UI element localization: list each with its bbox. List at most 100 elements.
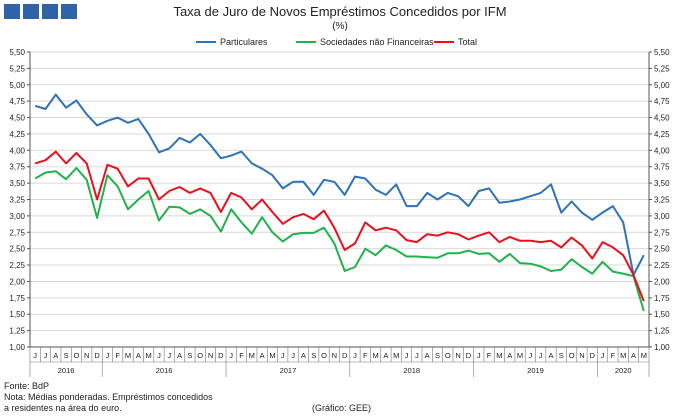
series-line-total — [34, 150, 645, 302]
month-label: J — [539, 351, 543, 360]
month-label: J — [44, 351, 48, 360]
y-tick-label-left: 4,75 — [9, 97, 25, 106]
year-label: 2016 — [58, 366, 75, 375]
methodology-note-line2: a residentes na área do euro. — [4, 403, 122, 413]
month-label: J — [477, 351, 481, 360]
month-label: M — [125, 351, 131, 360]
series-line-particulares — [34, 93, 645, 276]
y-tick-label-right: 2,75 — [654, 228, 670, 237]
y-tick-label-left: 3,25 — [9, 196, 25, 205]
month-label: J — [601, 351, 605, 360]
y-tick-label-left: 3,00 — [9, 212, 25, 221]
y-tick-label-left: 2,75 — [9, 228, 25, 237]
month-label: S — [187, 351, 192, 360]
month-label: N — [579, 351, 584, 360]
month-label: S — [311, 351, 316, 360]
y-tick-label-right: 4,00 — [654, 146, 670, 155]
y-tick-label-left: 4,50 — [9, 114, 25, 123]
y-tick-label-left: 5,50 — [9, 48, 25, 57]
month-label: O — [197, 351, 203, 360]
chart-title: Taxa de Juro de Novos Empréstimos Conced… — [173, 4, 507, 19]
month-label: F — [239, 351, 244, 360]
month-label: A — [548, 351, 553, 360]
month-label: D — [218, 351, 224, 360]
y-tick-label-left: 1,75 — [9, 294, 25, 303]
y-tick-label-left: 2,50 — [9, 245, 25, 254]
month-label: O — [74, 351, 80, 360]
month-label: J — [33, 351, 37, 360]
month-label: O — [445, 351, 451, 360]
y-tick-label-right: 5,50 — [654, 48, 670, 57]
month-label: F — [363, 351, 368, 360]
month-label: N — [84, 351, 89, 360]
month-label: M — [641, 351, 647, 360]
y-tick-label-right: 1,00 — [654, 343, 670, 352]
month-label: D — [94, 351, 100, 360]
month-label: N — [208, 351, 213, 360]
month-label: M — [393, 351, 399, 360]
month-label: A — [631, 351, 636, 360]
month-label: A — [507, 351, 512, 360]
month-label: D — [590, 351, 596, 360]
y-tick-label-left: 2,00 — [9, 277, 25, 286]
y-tick-label-right: 1,75 — [654, 294, 670, 303]
y-tick-label-left: 4,00 — [9, 146, 25, 155]
legend-label-total: Total — [458, 37, 477, 47]
month-label: J — [157, 351, 161, 360]
y-tick-label-left: 3,75 — [9, 163, 25, 172]
y-tick-label-left: 1,25 — [9, 327, 25, 336]
month-label: O — [321, 351, 327, 360]
y-tick-label-right: 2,00 — [654, 277, 670, 286]
y-tick-label-left: 4,25 — [9, 130, 25, 139]
month-label: M — [517, 351, 523, 360]
y-tick-label-right: 5,25 — [654, 64, 670, 73]
y-tick-label-right: 3,25 — [654, 196, 670, 205]
y-tick-label-right: 1,25 — [654, 327, 670, 336]
month-label: A — [177, 351, 182, 360]
month-label: J — [106, 351, 110, 360]
source-note: Fonte: BdP — [4, 381, 50, 391]
month-label: M — [249, 351, 255, 360]
month-label: S — [64, 351, 69, 360]
series-line-sociedades — [34, 167, 645, 312]
y-tick-label-left: 5,00 — [9, 81, 25, 90]
month-label: J — [528, 351, 532, 360]
y-tick-label-right: 1,50 — [654, 310, 670, 319]
month-label: A — [53, 351, 58, 360]
month-label: M — [496, 351, 502, 360]
month-label: J — [405, 351, 409, 360]
month-label: A — [425, 351, 430, 360]
month-label: J — [167, 351, 171, 360]
month-label: N — [332, 351, 337, 360]
month-label: J — [415, 351, 419, 360]
year-label: 2017 — [280, 366, 297, 375]
month-label: A — [301, 351, 306, 360]
year-label: 2020 — [615, 366, 632, 375]
chart-subtitle: (%) — [332, 21, 348, 32]
y-tick-label-right: 2,50 — [654, 245, 670, 254]
month-label: S — [559, 351, 564, 360]
month-label: N — [455, 351, 460, 360]
y-tick-label-right: 3,50 — [654, 179, 670, 188]
month-label: F — [487, 351, 492, 360]
month-label: D — [466, 351, 472, 360]
y-tick-label-right: 4,25 — [654, 130, 670, 139]
year-label: 2016 — [156, 366, 173, 375]
y-tick-label-right: 3,00 — [654, 212, 670, 221]
month-label: M — [269, 351, 275, 360]
legend-label-particulares: Particulares — [220, 37, 268, 47]
y-tick-label-left: 3,50 — [9, 179, 25, 188]
month-label: S — [435, 351, 440, 360]
y-tick-label-right: 4,50 — [654, 114, 670, 123]
y-tick-label-left: 1,00 — [9, 343, 25, 352]
y-tick-label-left: 1,50 — [9, 310, 25, 319]
month-label: F — [115, 351, 120, 360]
month-label: M — [620, 351, 626, 360]
y-tick-label-right: 5,00 — [654, 81, 670, 90]
year-label: 2018 — [403, 366, 420, 375]
month-label: J — [229, 351, 233, 360]
y-tick-label-right: 3,75 — [654, 163, 670, 172]
month-label: J — [281, 351, 285, 360]
month-label: A — [136, 351, 141, 360]
